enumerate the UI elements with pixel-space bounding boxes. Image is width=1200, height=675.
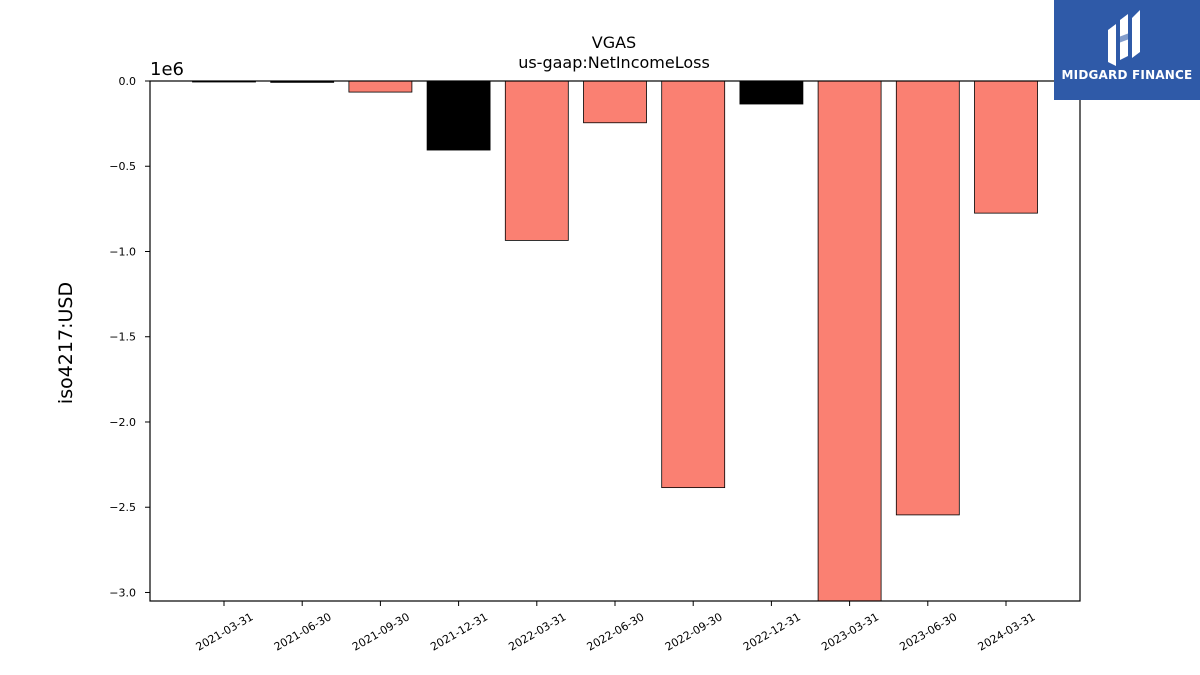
midgard-finance-logo: MIDGARD FINANCE — [1054, 0, 1200, 100]
chart-subtitle: us-gaap:NetIncomeLoss — [518, 53, 710, 72]
x-tick-label: 2024-03-31 — [976, 610, 1038, 653]
bar-2023-06-30 — [895, 80, 960, 516]
logo-mark-icon — [1108, 10, 1140, 66]
bar-2021-12-31 — [426, 80, 491, 151]
bar-2022-06-30 — [583, 80, 647, 124]
bar-2022-03-31 — [504, 80, 569, 241]
bar-2022-12-31 — [739, 80, 804, 105]
y-tick-label: 0.0 — [119, 75, 137, 88]
x-tick-label: 2021-03-31 — [194, 610, 256, 653]
chart-title: VGAS — [592, 33, 636, 52]
x-tick-label: 2021-06-30 — [272, 610, 334, 653]
x-tick-label: 2021-12-31 — [428, 610, 490, 653]
bar-2022-09-30 — [661, 80, 726, 489]
x-axis-ticks: 2021-03-31 2021-06-30 2021-09-30 2021-12-31… — [194, 601, 1038, 654]
plot-frame — [149, 80, 1081, 602]
bar-2021-09-30 — [348, 80, 413, 93]
x-tick-label: 2022-09-30 — [663, 610, 725, 653]
x-tick-label: 2023-03-31 — [819, 610, 881, 653]
y-tick-label: −0.5 — [109, 160, 136, 173]
y-axis-ticks: 0.0 −0.5 −1.0 −1.5 −2.0 −2.5 −3.0 — [109, 75, 150, 599]
y-tick-label: −2.0 — [109, 416, 136, 429]
y-axis-label: iso4217:USD — [55, 282, 77, 404]
x-tick-label: 2021-09-30 — [350, 610, 412, 653]
logo-text: MIDGARD FINANCE — [1061, 68, 1193, 82]
bar-2024-03-31 — [974, 80, 1038, 214]
y-tick-label: −1.0 — [109, 245, 136, 258]
y-tick-label: −1.5 — [109, 331, 136, 344]
x-tick-label: 2022-12-31 — [741, 610, 803, 653]
bar-2023-03-31 — [817, 80, 882, 602]
x-tick-label: 2022-03-31 — [506, 610, 568, 653]
bars-group — [192, 80, 1038, 602]
y-tick-label: −3.0 — [109, 586, 136, 599]
x-tick-label: 2022-06-30 — [585, 610, 647, 653]
y-offset-label: 1e6 — [150, 59, 184, 80]
y-tick-label: −2.5 — [109, 501, 136, 514]
x-tick-label: 2023-06-30 — [897, 610, 959, 653]
